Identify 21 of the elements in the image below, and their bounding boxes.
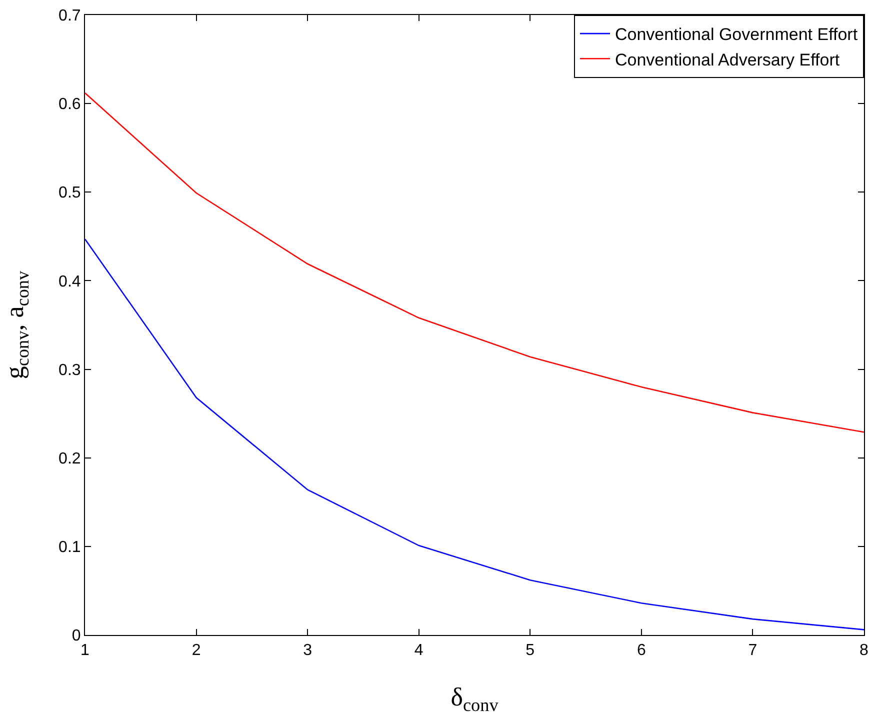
x-tick-label: 7 — [748, 642, 758, 660]
y-tick-label: 0.2 — [58, 450, 81, 468]
line-series — [85, 92, 864, 433]
legend-label: Conventional Adversary Effort — [615, 50, 840, 70]
y-tick-label: 0.4 — [58, 273, 81, 290]
x-tick-label: 4 — [414, 642, 424, 660]
y-tick-label: 0.3 — [58, 362, 81, 379]
x-tick-label: 1 — [80, 642, 90, 660]
legend-label: Conventional Government Effort — [615, 25, 858, 44]
y-tick-label: 0.7 — [58, 8, 81, 25]
x-axis-title: δ$_{conv}$ — [450, 682, 500, 715]
y-tick-label: 0.5 — [58, 184, 81, 202]
x-tick-label: 2 — [192, 642, 201, 660]
x-tick-label: 8 — [860, 642, 869, 660]
y-tick-label: 0.1 — [58, 539, 81, 556]
y-tick-label: 0.6 — [58, 96, 81, 114]
line-series — [85, 238, 864, 630]
y-tick-label: 0 — [72, 628, 81, 645]
x-tick-label: 3 — [303, 642, 312, 660]
x-tick-label: 5 — [526, 642, 535, 660]
x-tick-label: 6 — [636, 642, 646, 660]
